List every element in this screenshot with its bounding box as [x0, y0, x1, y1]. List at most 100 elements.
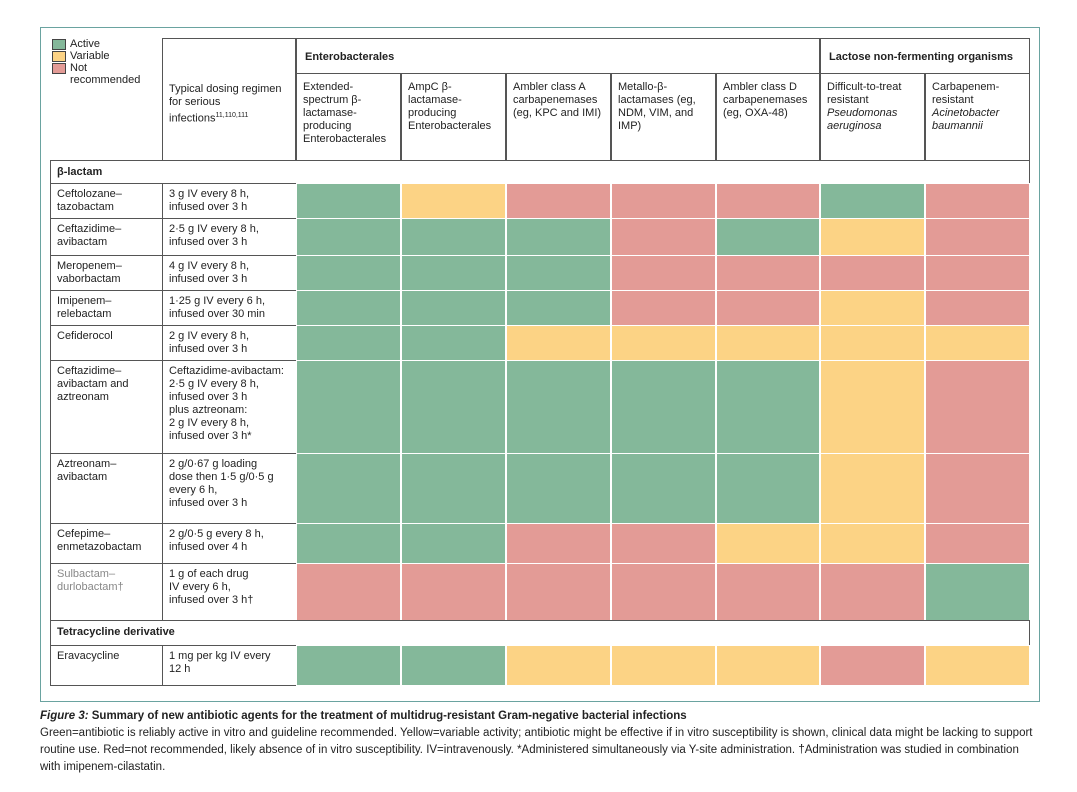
rating-cell [611, 218, 716, 256]
rating-cell [296, 360, 401, 454]
rating-cell [296, 523, 401, 564]
rating-cell [611, 645, 716, 686]
dosing-line: 3 g IV every 8 h, [169, 188, 250, 200]
rating-cell [401, 183, 506, 219]
column-header: Ambler class A carbapenemases (eg, KPC a… [506, 73, 611, 161]
dosing: Ceftazidime-avibactam: 2·5 g IV every 8 h… [162, 360, 297, 454]
rating-cell [925, 183, 1030, 219]
column-header-text: Carbapenem-resistant [932, 81, 1000, 106]
legend: Active Variable Not recommended [52, 38, 160, 100]
rating-cell [716, 523, 820, 564]
rating-cell [611, 325, 716, 361]
rating-cell [820, 645, 925, 686]
dosing: 2 g IV every 8 h, infused over 3 h [162, 325, 297, 361]
drug-name: Meropenem–vaborbactam [50, 255, 163, 291]
rating-cell [611, 563, 716, 621]
dosing-line: 2 g/0·67 g loading [169, 458, 258, 470]
rating-cell [401, 325, 506, 361]
rating-cell [820, 255, 925, 291]
frame [40, 27, 1040, 702]
rating-cell [611, 290, 716, 326]
rating-cell [401, 645, 506, 686]
rating-cell [716, 183, 820, 219]
dosing-line: 2 g IV every 8 h, [169, 417, 250, 429]
dosing-line: 1 mg per kg IV every [169, 650, 271, 662]
dosing-line: infused over 3 h [169, 497, 248, 509]
dosing-line: every 6 h, [169, 484, 218, 496]
rating-cell [925, 645, 1030, 686]
dosing: 1 mg per kg IV every 12 h [162, 645, 297, 686]
dosing-line: infused over 3 h [169, 343, 248, 355]
dosing-line: infused over 3 h [169, 273, 248, 285]
column-header-italic: Pseudomonas aeruginosa [827, 107, 898, 132]
rating-cell [925, 523, 1030, 564]
rating-cell [296, 255, 401, 291]
rating-cell [296, 183, 401, 219]
rating-cell [611, 255, 716, 291]
drug-name: Ceftolozane–tazobactam [50, 183, 163, 219]
rating-cell [820, 218, 925, 256]
group-header: Lactose non-fermenting organisms [820, 38, 1030, 74]
rating-cell [925, 360, 1030, 454]
column-header-text: Ambler class A carbapenemases (eg, KPC a… [513, 81, 602, 119]
column-header: Extended-spectrum β-lactamase-producing … [296, 73, 401, 161]
rating-cell [506, 218, 611, 256]
dosing-line: 1 g of each drug [169, 568, 249, 580]
legend-label: Variable [70, 50, 110, 62]
rating-cell [925, 290, 1030, 326]
rating-cell [401, 453, 506, 524]
dosing-line: 12 h [169, 663, 191, 675]
rating-cell [401, 218, 506, 256]
dosing: 4 g IV every 8 h, infused over 3 h [162, 255, 297, 291]
dosing: 2 g/0·5 g every 8 h, infused over 4 h [162, 523, 297, 564]
rating-cell [296, 453, 401, 524]
dosing-line: dose then 1·5 g/0·5 g [169, 471, 274, 483]
drug-name: Cefiderocol [50, 325, 163, 361]
rating-cell [506, 563, 611, 621]
rating-cell [296, 218, 401, 256]
rating-cell [296, 645, 401, 686]
dosing-line: 2 g/0·5 g every 8 h, [169, 528, 264, 540]
drug-name: Sulbactam–durlobactam† [50, 563, 163, 621]
rating-cell [401, 255, 506, 291]
rating-cell [925, 453, 1030, 524]
rating-cell [716, 453, 820, 524]
rating-cell [611, 453, 716, 524]
legend-item: Active [52, 38, 160, 50]
legend-item: Not recommended [52, 62, 160, 86]
caption: Figure 3: Summary of new antibiotic agen… [40, 708, 1040, 780]
column-header-text: Extended-spectrum β-lactamase-producing … [303, 81, 387, 145]
rating-cell [716, 645, 820, 686]
rating-cell [716, 218, 820, 256]
rating-cell [506, 183, 611, 219]
column-header-text: AmpC β-lactamase-producing Enterobactera… [408, 81, 492, 132]
rating-cell [820, 360, 925, 454]
column-header: Carbapenem-resistant Acinetobacter bauma… [925, 73, 1030, 161]
column-header-text: Difficult-to-treat resistant [827, 81, 902, 106]
rating-cell [716, 563, 820, 621]
dosing: 1 g of each drug IV every 6 h, infused ove… [162, 563, 297, 621]
rating-cell [506, 290, 611, 326]
section-header: Tetracycline derivative [50, 620, 1030, 646]
rating-cell [506, 523, 611, 564]
rating-cell [925, 218, 1030, 256]
dosing-line: infused over 3 h† [169, 594, 254, 606]
column-header: Ambler class D carbapenemases (eg, OXA-4… [716, 73, 820, 161]
legend-swatch [52, 39, 66, 50]
rating-cell [506, 645, 611, 686]
rating-cell [716, 255, 820, 291]
rating-cell [506, 325, 611, 361]
dosing-line: infused over 3 h [169, 201, 248, 213]
dosing: 3 g IV every 8 h, infused over 3 h [162, 183, 297, 219]
rating-cell [611, 183, 716, 219]
rating-cell [401, 360, 506, 454]
legend-swatch [52, 63, 66, 74]
drug-name: Cefepime–enmetazobactam [50, 523, 163, 564]
rating-cell [716, 290, 820, 326]
column-header: AmpC β-lactamase-producing Enterobactera… [401, 73, 506, 161]
dosing-line: IV every 6 h, [169, 581, 231, 593]
dosing-line: 2·5 g IV every 8 h, [169, 223, 259, 235]
rating-cell [716, 325, 820, 361]
caption-title: Figure 3: Summary of new antibiotic agen… [40, 708, 1040, 725]
dosing: 2·5 g IV every 8 h, infused over 3 h [162, 218, 297, 256]
